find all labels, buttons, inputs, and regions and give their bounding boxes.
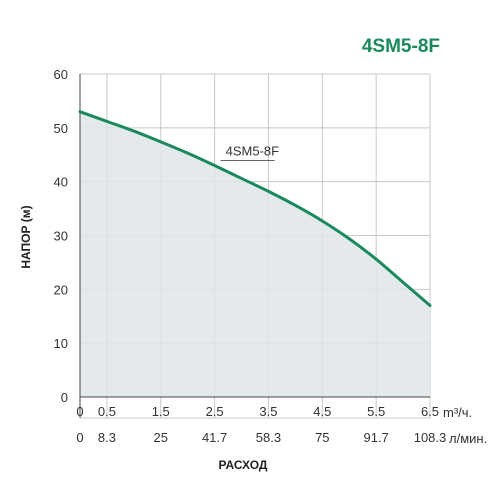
x-tick-label-secondary: 108.3 [414, 430, 447, 445]
x-tick-label: 4.5 [313, 404, 331, 419]
x-tick-labels-secondary: 0 8.3 25 41.7 58.3 75 91.7 108.3 [76, 430, 446, 445]
y-tick-label: 0 [61, 390, 68, 405]
x-tick-label-secondary: 8.3 [98, 430, 116, 445]
series-line-4SM5-8F [78, 110, 432, 307]
y-tick-label: 30 [54, 229, 68, 244]
y-tick-label: 10 [54, 336, 68, 351]
x-unit-primary: m³/ч. [443, 405, 472, 420]
x-tick-label: 0.5 [98, 404, 116, 419]
x-axis-title: РАСХОД [219, 458, 268, 472]
axes [79, 74, 430, 418]
x-tick-label-secondary: 75 [315, 430, 329, 445]
x-tick-label: 3.5 [259, 404, 277, 419]
x-tick-label: 5.5 [367, 404, 385, 419]
x-tick-label-secondary: 91.7 [363, 430, 388, 445]
x-tick-label-secondary: 41.7 [202, 430, 227, 445]
annotation-label: 4SM5-8F [226, 144, 280, 159]
x-tick-label-secondary: 0 [76, 430, 83, 445]
series-annotation: 4SM5-8F [220, 144, 280, 162]
x-tick-label: 0 [76, 404, 83, 419]
x-tick-label-secondary: 25 [154, 430, 168, 445]
y-axis-title: НАПОР (м) [19, 205, 33, 268]
y-tick-label: 20 [54, 282, 68, 297]
x-tick-label-secondary: 58.3 [256, 430, 281, 445]
curve-area-fill [80, 111, 430, 397]
x-unit-secondary: л/мин. [449, 431, 487, 446]
x-tick-label: 1.5 [152, 404, 170, 419]
x-tick-labels-primary: 0 0.5 1.5 2.5 3.5 4.5 5.5 6.5 [76, 404, 439, 419]
y-tick-label: 50 [54, 121, 68, 136]
y-tick-labels: 0 10 20 30 40 50 60 [54, 67, 68, 405]
x-tick-label: 2.5 [206, 404, 224, 419]
y-tick-label: 60 [54, 67, 68, 82]
chart-title: 4SM5-8F [362, 36, 440, 57]
y-tick-label: 40 [54, 175, 68, 190]
x-tick-label: 6.5 [421, 404, 439, 419]
